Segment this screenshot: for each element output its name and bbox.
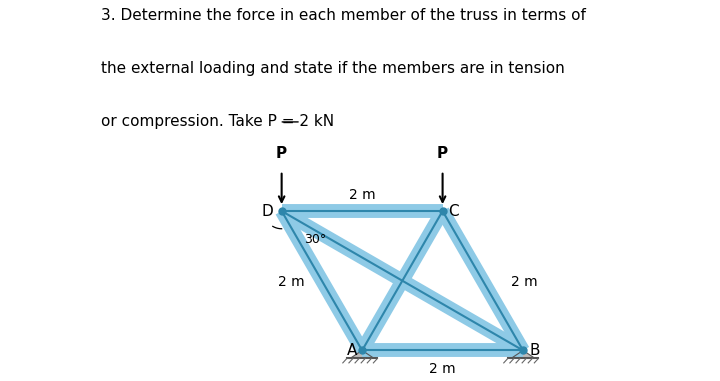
Text: 2 m: 2 m <box>429 362 456 376</box>
Polygon shape <box>511 351 535 359</box>
Text: B: B <box>530 343 541 358</box>
Text: C: C <box>448 203 459 219</box>
Text: D: D <box>261 203 273 219</box>
Text: or compression. Take P = 2 kN: or compression. Take P = 2 kN <box>101 114 334 129</box>
Text: 2 m: 2 m <box>277 275 304 289</box>
Text: P: P <box>276 146 287 161</box>
Text: 3. Determine the force in each member of the truss in terms of: 3. Determine the force in each member of… <box>101 8 585 22</box>
Text: 2 m: 2 m <box>511 275 538 289</box>
Text: P: P <box>437 146 448 161</box>
Text: 2 m: 2 m <box>348 187 375 202</box>
Polygon shape <box>350 351 374 359</box>
Text: the external loading and state if the members are in tension: the external loading and state if the me… <box>101 61 564 76</box>
Text: 30°: 30° <box>304 233 326 246</box>
Text: A: A <box>346 343 357 358</box>
